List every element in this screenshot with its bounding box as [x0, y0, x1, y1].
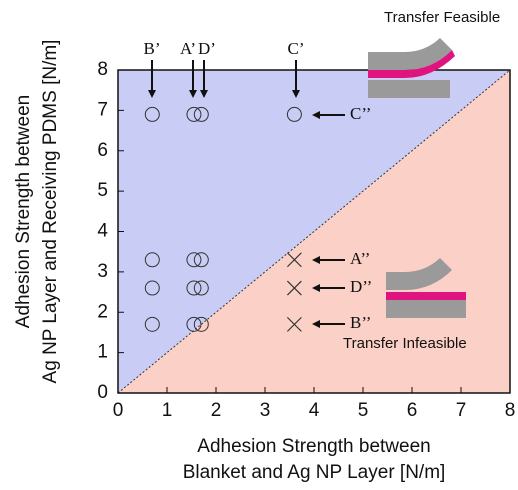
x-tick-label: 7	[456, 400, 467, 421]
x-axis-label: Adhesion Strength between	[197, 436, 430, 457]
x-tick-label: 0	[113, 400, 124, 421]
annotation: B’’	[350, 313, 371, 332]
y-tick-label: 4	[97, 221, 108, 242]
annotation: D’	[198, 39, 216, 58]
annotation: C’’	[350, 104, 371, 123]
region-label: Transfer Feasible	[384, 9, 500, 26]
y-tick-label: 3	[97, 261, 108, 282]
y-tick-label: 8	[97, 59, 108, 80]
y-tick-label: 1	[97, 342, 108, 363]
y-tick-label: 5	[97, 180, 108, 201]
x-axis-label: Blanket and Ag NP Layer [N/m]	[183, 462, 446, 483]
x-tick-label: 5	[358, 400, 369, 421]
annotation: C’	[288, 39, 305, 58]
y-tick-label: 0	[97, 382, 108, 403]
annotation: D’’	[350, 277, 372, 296]
x-tick-label: 6	[407, 400, 418, 421]
annotation: A’	[180, 39, 196, 58]
region-label: Transfer Infeasible	[343, 335, 467, 352]
x-tick-label: 3	[260, 400, 271, 421]
x-tick-label: 1	[162, 400, 173, 421]
y-axis-label: Adhesion Strength between	[13, 95, 34, 328]
x-tick-label: 4	[309, 400, 320, 421]
feasible-icon	[368, 38, 455, 98]
chart: 0 1 2 3 4 5 6 7 8 0 1 2 3 4 5 6 7 8 Adhesion Strength betw…	[0, 0, 518, 490]
x-tick-label: 2	[211, 400, 222, 421]
y-tick-label: 2	[97, 301, 108, 322]
y-tick-label: 6	[97, 140, 108, 161]
annotation: B’	[144, 39, 161, 58]
annotation: A’’	[350, 249, 370, 268]
y-axis-label: Ag NP Layer and Receiving PDMS [N/m]	[40, 40, 61, 384]
y-tick-label: 7	[97, 99, 108, 120]
x-tick-label: 8	[505, 400, 516, 421]
